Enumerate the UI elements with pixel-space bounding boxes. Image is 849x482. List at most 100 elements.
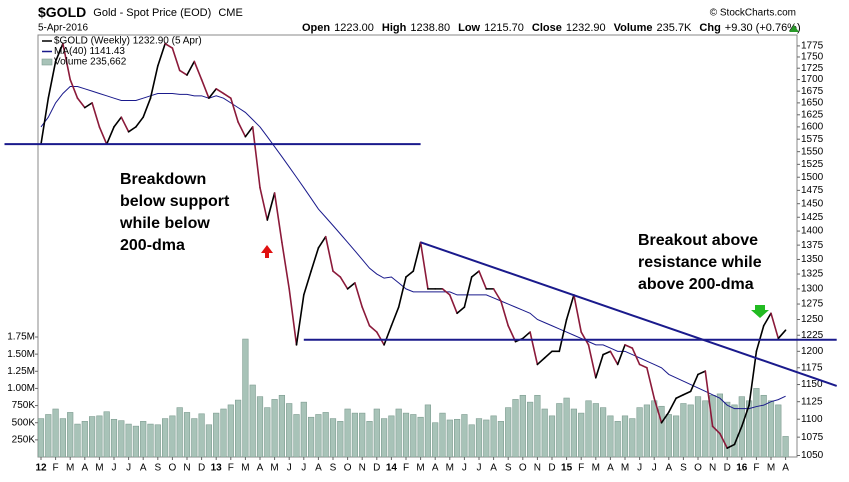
price-segment [310,247,320,272]
x-tick-label: A [315,463,322,474]
x-tick-label: M [767,463,775,474]
price-segment [273,192,283,244]
price-segment [178,69,188,76]
price-segment [675,393,685,400]
ma-line [40,86,786,410]
volume-bar [665,414,672,457]
x-tick-label: F [53,463,59,474]
y2-tick-label: 500K [12,417,36,428]
price-segment [660,411,670,424]
price-segment [295,294,305,346]
x-tick-label: J [637,463,642,474]
volume-bar [775,404,782,457]
x-tick-label: 14 [386,463,398,474]
volume-bar [570,408,577,457]
x-tick-label: N [534,463,541,474]
price-segment [609,350,619,366]
price-segment [222,92,232,99]
volume-bar [264,407,271,457]
x-tick-label: F [753,463,759,474]
price-segment [646,366,656,400]
x-tick-label: D [548,463,555,474]
y-tick-label: 1575 [801,134,824,145]
volume-bar [132,425,140,457]
x-tick-label: J [477,463,482,474]
x-tick-label: M [621,463,629,474]
volume-bar [125,423,132,457]
price-segment [682,390,692,396]
up-indicator [789,25,799,32]
y-tick-label: 1775 [801,41,824,52]
volume-bar [213,412,220,457]
y-tick-label: 1600 [801,122,824,133]
volume-bar [563,397,570,457]
y2-tick-label: 1.25M [7,366,35,377]
volume-bar [278,394,286,457]
price-segment [587,344,597,379]
volume-bar [417,416,424,457]
price-segment [536,357,546,366]
exchange: CME [218,7,242,19]
volume-bar [607,415,614,457]
volume-bar [373,408,380,457]
x-tick-label: N [183,463,190,474]
volume-bar [89,416,96,457]
volume-bar [140,421,147,457]
price-segment [580,331,590,346]
price-segment [193,60,203,81]
volume-bar [672,415,680,457]
volume-bar [578,412,585,457]
x-tick-label: J [126,463,131,474]
y-tick-label: 1675 [801,86,824,97]
y-tick-label: 1350 [801,254,824,265]
quote-label: Low [458,22,480,34]
y2-tick-label: 1.50M [7,349,35,360]
volume-bar [541,408,548,457]
quote-value: 1215.70 [484,22,524,34]
volume-bar [599,407,607,457]
volume-bar [694,396,702,457]
quote-line: Open 1223.00 High 1238.80 Low 1215.70 Close 123… [302,22,801,34]
x-tick-label: A [432,463,439,474]
volume-bar [110,418,118,457]
price-segment [478,270,488,290]
price-segment [317,235,327,249]
volume-bar [636,407,643,457]
annotation: above 200-dma [638,276,754,293]
volume-bar [37,418,45,457]
price-segment [740,404,750,428]
volume-bar [453,418,461,457]
symbol: $GOLD [38,4,86,20]
y-tick-label: 1625 [801,109,824,120]
trendline [420,241,838,387]
header-line: $GOLD Gold - Spot Price (EOD) CME [38,4,243,20]
quote-value: +9.30 (+0.76%) [725,22,801,34]
price-segment [149,65,159,99]
price-segment [704,370,714,428]
red-up-arrow [261,245,273,258]
price-segment [521,331,531,340]
legend-label: Volume 235,662 [54,57,127,68]
price-segment [230,97,239,123]
price-segment [441,288,451,296]
volume-bar [505,407,512,457]
price-segment [405,270,415,278]
instrument-name: Gold - Spot Price (EOD) [93,7,211,19]
volume-bar [271,399,278,457]
volume-bar [483,419,490,457]
y-tick-label: 1725 [801,63,824,74]
volume-bar [227,404,234,457]
volume-bar [592,403,599,457]
volume-bar [621,415,629,457]
y-tick-label: 1700 [801,74,824,85]
price-segment [726,443,736,449]
price-segment [573,294,583,333]
price-segment [624,344,634,349]
price-segment [565,294,575,321]
volume-bar [235,399,242,457]
price-segment [397,276,407,308]
price-segment [324,235,334,272]
quote-label: Close [532,22,562,34]
price-segment [529,331,539,366]
